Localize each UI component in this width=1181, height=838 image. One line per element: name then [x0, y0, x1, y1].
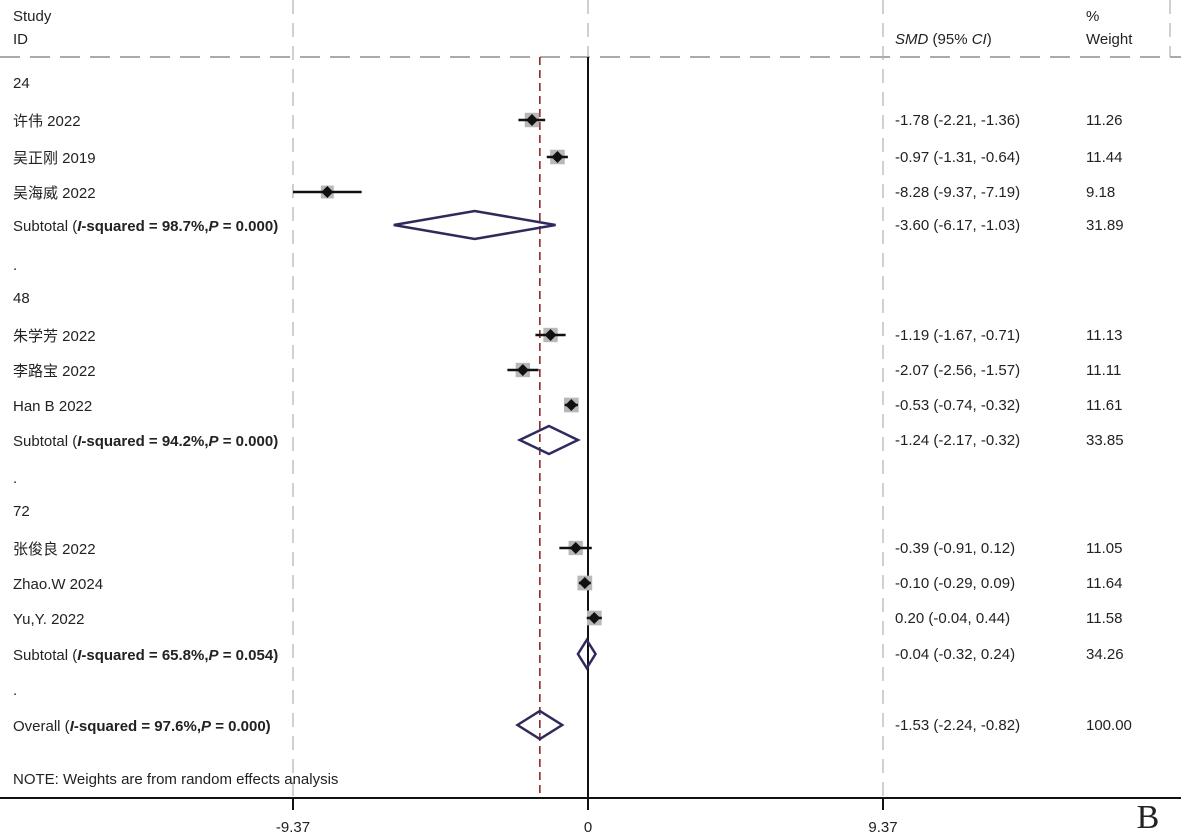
weight-text: 11.61	[1086, 397, 1122, 414]
effect-ci-text: -1.53 (-2.24, -0.82)	[895, 717, 1020, 734]
overall-label: Overall (I-squared = 97.6%,P = 0.000)	[13, 718, 271, 735]
x-tick-label: 9.37	[868, 819, 897, 836]
weight-text: 11.13	[1086, 327, 1122, 344]
study-label: 吴海威 2022	[13, 185, 96, 202]
point-estimate	[569, 542, 582, 554]
point-estimate	[544, 329, 557, 341]
effect-ci-text: -1.24 (-2.17, -0.32)	[895, 432, 1020, 449]
panel-label: B	[1137, 799, 1160, 836]
effect-ci-text: -0.10 (-0.29, 0.09)	[895, 575, 1015, 592]
effect-ci-text: -0.53 (-0.74, -0.32)	[895, 397, 1020, 414]
study-label: 吴正刚 2019	[13, 150, 96, 167]
effect-ci-text: -1.78 (-2.21, -1.36)	[895, 112, 1020, 129]
study-label: 许伟 2022	[13, 113, 81, 130]
effect-ci-text: -2.07 (-2.56, -1.57)	[895, 362, 1020, 379]
weight-text: 11.26	[1086, 112, 1122, 129]
group-label: 72	[13, 503, 30, 520]
weight-text: 100.00	[1086, 717, 1132, 734]
weight-text: 11.05	[1086, 540, 1122, 557]
subtotal-diamond	[393, 209, 556, 241]
header-study: Study	[13, 8, 52, 25]
spacer-label: .	[13, 682, 17, 699]
weight-text: 11.44	[1086, 149, 1122, 166]
header-effect: SMD (95% CI)	[895, 31, 992, 48]
weight-text: 33.85	[1086, 432, 1124, 449]
study-label: Han B 2022	[13, 398, 92, 415]
study-label: 张俊良 2022	[13, 541, 96, 558]
x-tick-label: -9.37	[276, 819, 310, 836]
spacer-label: .	[13, 257, 17, 274]
effect-ci-text: -0.04 (-0.32, 0.24)	[895, 646, 1015, 663]
header-percent: %	[1086, 8, 1099, 25]
subtotal-label: Subtotal (I-squared = 94.2%,P = 0.000)	[13, 433, 278, 450]
group-label: 24	[13, 75, 30, 92]
point-estimate	[516, 364, 529, 376]
weight-text: 9.18	[1086, 184, 1115, 201]
point-estimate	[551, 151, 564, 163]
subtotal-label: Subtotal (I-squared = 98.7%,P = 0.000)	[13, 218, 278, 235]
spacer-label: .	[13, 470, 17, 487]
effect-ci-text: 0.20 (-0.04, 0.44)	[895, 610, 1010, 627]
study-label: 朱学芳 2022	[13, 328, 96, 345]
group-label: 48	[13, 290, 30, 307]
header-weight: Weight	[1086, 31, 1133, 48]
header-id: ID	[13, 31, 28, 48]
weight-text: 31.89	[1086, 217, 1124, 234]
effect-ci-text: -0.39 (-0.91, 0.12)	[895, 540, 1015, 557]
point-estimate	[321, 186, 334, 198]
effect-ci-text: -0.97 (-1.31, -0.64)	[895, 149, 1020, 166]
subtotal-diamond	[516, 424, 581, 456]
weight-text: 11.11	[1086, 362, 1121, 379]
point-estimate	[578, 577, 591, 589]
weight-text: 11.58	[1086, 610, 1122, 627]
weight-text: 34.26	[1086, 646, 1124, 663]
overall-diamond	[515, 709, 565, 741]
effect-ci-text: -1.19 (-1.67, -0.71)	[895, 327, 1020, 344]
effect-ci-text: -8.28 (-9.37, -7.19)	[895, 184, 1020, 201]
subtotal-label: Subtotal (I-squared = 65.8%,P = 0.054)	[13, 647, 278, 664]
study-label: Zhao.W 2024	[13, 576, 103, 593]
point-estimate	[525, 114, 538, 126]
study-label: Yu,Y. 2022	[13, 611, 84, 628]
study-label: 李路宝 2022	[13, 363, 96, 380]
effect-ci-text: -3.60 (-6.17, -1.03)	[895, 217, 1020, 234]
subtotal-diamond	[576, 637, 598, 671]
point-estimate	[565, 399, 578, 411]
weight-text: 11.64	[1086, 575, 1122, 592]
note-text: NOTE: Weights are from random effects an…	[13, 771, 338, 788]
x-tick-label: 0	[584, 819, 592, 836]
point-estimate	[588, 612, 601, 624]
